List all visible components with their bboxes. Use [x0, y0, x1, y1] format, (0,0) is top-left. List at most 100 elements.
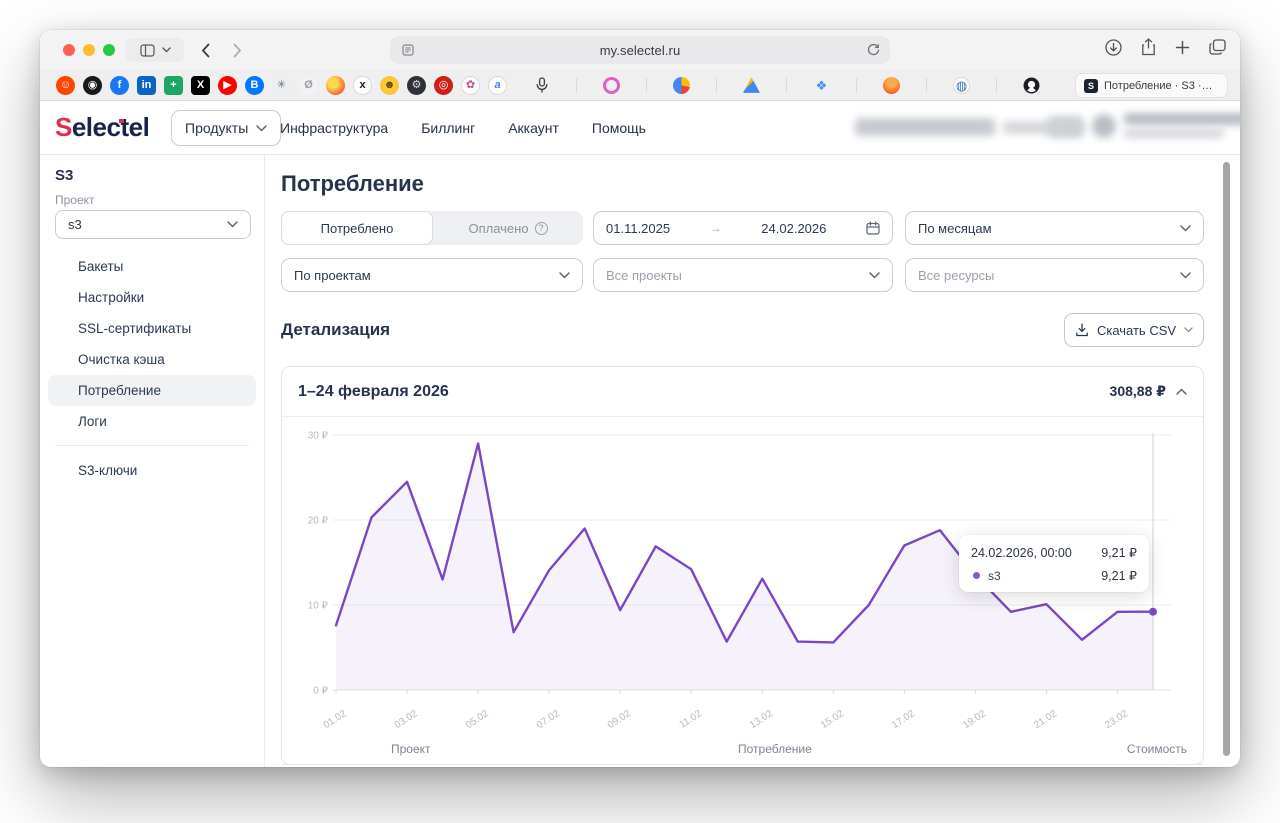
download-icon: [1076, 323, 1088, 337]
date-to-value[interactable]: 24.02.2026: [761, 220, 827, 236]
sidebar-divider: [55, 445, 249, 446]
sidebar-item[interactable]: Очистка кэша: [78, 352, 165, 367]
svg-text:05.02: 05.02: [464, 708, 491, 731]
pie-pinned-tab[interactable]: [673, 76, 690, 94]
gitlab-pinned-tab[interactable]: [883, 76, 900, 94]
ads-pinned-tab[interactable]: [743, 77, 760, 93]
zoom-window-button[interactable]: [103, 44, 115, 56]
share-icon[interactable]: [1141, 38, 1156, 56]
column-header-project[interactable]: Проект: [391, 742, 431, 756]
sheets-favicon[interactable]: +: [164, 75, 183, 95]
sidebar-toggle-button[interactable]: [126, 38, 184, 62]
chevron-down-icon: [227, 221, 238, 228]
column-header-consumption[interactable]: Потребление: [738, 742, 812, 756]
browser-titlebar: my.selectel.ru: [40, 30, 1240, 70]
swirl-pinned-tab[interactable]: [603, 76, 620, 94]
forward-button[interactable]: [224, 38, 250, 62]
layers-pinned-tab[interactable]: ❖: [815, 77, 828, 93]
nav-link-3[interactable]: Помощь: [591, 120, 646, 136]
gear-favicon[interactable]: ⚙: [407, 75, 426, 95]
red-favicon[interactable]: ◎: [434, 75, 453, 95]
download-csv-button[interactable]: Скачать CSV: [1064, 313, 1204, 347]
chevron-up-icon[interactable]: [1176, 388, 1187, 395]
pinned-tabs-bar: ❖ ◍: [533, 76, 1040, 94]
sidebar-item[interactable]: Бакеты: [78, 259, 124, 274]
address-bar[interactable]: my.selectel.ru: [390, 36, 890, 64]
x-favicon[interactable]: X: [191, 75, 210, 95]
chevron-down-icon: [559, 271, 570, 279]
page-scrollbar[interactable]: [1223, 162, 1230, 756]
smiley-favicon[interactable]: ☻: [380, 75, 399, 95]
instagram-favicon[interactable]: ◉: [83, 75, 102, 95]
back-button[interactable]: [192, 38, 218, 62]
a-favicon[interactable]: a: [488, 75, 507, 95]
consumed-paid-toggle: Потреблено Оплачено: [281, 211, 583, 245]
flower-favicon[interactable]: ✿: [461, 75, 480, 95]
products-menu-button[interactable]: Продукты: [171, 110, 282, 146]
svg-text:11.02: 11.02: [677, 708, 704, 731]
selectel-logo[interactable]: Selectel: [55, 112, 150, 143]
line-chart[interactable]: 0 ₽ 10 ₽ 20 ₽ 30 ₽ 01.02 03.02 05.02 07.02 09.02…: [298, 423, 1187, 731]
nav-link-1[interactable]: Биллинг: [421, 120, 476, 136]
column-header-cost[interactable]: Стоимость: [1126, 742, 1187, 756]
reddit-favicon[interactable]: ☺: [56, 75, 75, 95]
blocked-favicon[interactable]: Ø: [299, 75, 318, 95]
date-range-input[interactable]: 01.11.2025 → 24.02.2026: [593, 211, 893, 245]
group-by-select[interactable]: По проектам: [281, 258, 583, 292]
svg-text:30 ₽: 30 ₽: [308, 431, 329, 442]
sidebar-icon: [139, 43, 155, 57]
granularity-select[interactable]: По месяцам: [905, 211, 1204, 245]
close-window-button[interactable]: [63, 44, 75, 56]
new-tab-icon[interactable]: [1175, 40, 1190, 55]
minimize-window-button[interactable]: [83, 44, 95, 56]
sidebar-item[interactable]: Логи: [78, 414, 107, 429]
github-icon[interactable]: [1023, 77, 1040, 94]
downloads-icon[interactable]: [1105, 38, 1122, 56]
project-select[interactable]: s3: [55, 210, 251, 239]
globe-pinned-tab[interactable]: ◍: [953, 76, 970, 94]
linkedin-favicon[interactable]: in: [137, 75, 156, 95]
reader-icon[interactable]: [402, 44, 414, 56]
nav-link-2[interactable]: Аккаунт: [508, 120, 559, 136]
sidebar-item[interactable]: Потребление: [48, 375, 256, 406]
nav-link-0[interactable]: Инфраструктура: [280, 120, 389, 136]
service-title: S3: [55, 167, 74, 184]
sidebar-item[interactable]: SSL-сертификаты: [78, 321, 192, 336]
reload-icon[interactable]: [867, 43, 880, 56]
x-light-favicon[interactable]: x: [353, 75, 372, 95]
asterisk-favicon[interactable]: ✳: [272, 75, 291, 95]
facebook-favicon[interactable]: f: [110, 75, 129, 95]
svg-text:0 ₽: 0 ₽: [313, 686, 328, 697]
svg-text:17.02: 17.02: [890, 708, 917, 731]
pinned-tab-divider: [646, 78, 647, 92]
resources-filter-select[interactable]: Все ресурсы: [905, 258, 1204, 292]
tab-overview-icon[interactable]: [1209, 39, 1226, 55]
calendar-icon[interactable]: [866, 221, 880, 235]
projects-filter-select[interactable]: Все проекты: [593, 258, 893, 292]
arrow-right-icon: →: [709, 221, 722, 235]
mic-icon[interactable]: [533, 77, 550, 94]
pinned-tab-divider: [856, 78, 857, 92]
chevron-down-icon: [1180, 271, 1191, 279]
chart-period-title: 1–24 февраля 2026: [298, 382, 449, 400]
chart-canvas[interactable]: 0 ₽ 10 ₽ 20 ₽ 30 ₽ 01.02 03.02 05.02 07.02 09.02…: [298, 423, 1189, 731]
active-tab[interactable]: S Потребление · S3 ·…: [1075, 73, 1228, 98]
youtube-favicon[interactable]: ▶: [218, 75, 237, 95]
toggle-consumed-label: Потреблено: [320, 220, 394, 236]
sidebar-item-s3-keys[interactable]: S3-ключи: [78, 463, 138, 478]
toggle-consumed[interactable]: Потреблено: [281, 211, 433, 245]
logo-letter-s: S: [55, 112, 72, 142]
tooltip-total: 9,21 ₽: [1101, 546, 1137, 560]
toggle-paid[interactable]: Оплачено: [433, 211, 583, 245]
firefox-favicon[interactable]: [326, 75, 345, 95]
vk-favicon[interactable]: B: [245, 75, 264, 95]
svg-text:15.02: 15.02: [819, 708, 846, 731]
date-from-value[interactable]: 01.11.2025: [606, 220, 671, 236]
url-text: my.selectel.ru: [599, 42, 681, 58]
resources-filter-placeholder: Все ресурсы: [918, 267, 995, 283]
sidebar-item[interactable]: Настройки: [78, 290, 145, 305]
consumption-chart-card: 1–24 февраля 2026 308,88 ₽ 0 ₽ 10 ₽ 20 ₽ 30…: [281, 366, 1204, 765]
logo-letter-t: t: [120, 112, 129, 142]
chart-total-value: 308,88 ₽: [1109, 383, 1166, 399]
